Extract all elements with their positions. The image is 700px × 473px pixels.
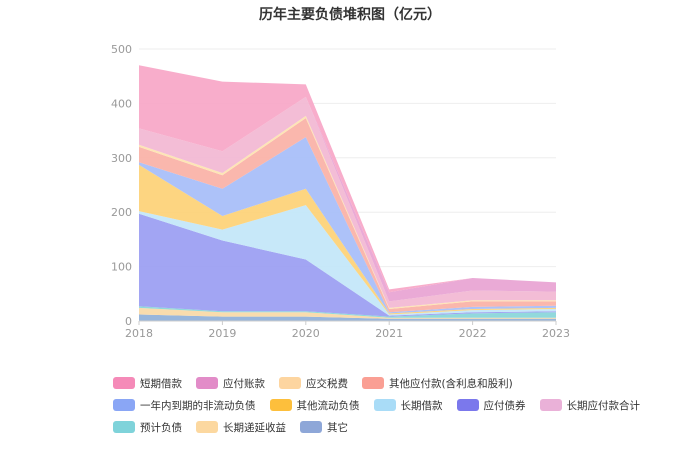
legend-label: 其它 (327, 421, 348, 434)
legend-label: 应付债券 (483, 399, 526, 412)
legend-swatch (113, 421, 135, 433)
x-tick-label: 2021 (375, 327, 403, 340)
legend-swatch (456, 399, 479, 411)
legend-label: 短期借款 (140, 377, 182, 390)
area-layer (139, 65, 556, 321)
legend-row: 一年内到期的非流动负债 其他流动负债 长期借款 应付债券 长期应付款合计 (113, 394, 673, 416)
legend-swatch (539, 399, 562, 411)
legend-label: 应付账款 (223, 377, 265, 390)
legend-item[interactable]: 预计负债 (113, 420, 182, 435)
area-series-8 (139, 115, 556, 310)
legend-item[interactable]: 应付账款 (196, 376, 265, 391)
axis-layer: 0 100 200 300 400 500 2018 2019 2020 2021 2022 2023 (111, 43, 570, 340)
legend-label: 长期借款 (400, 399, 443, 412)
y-tick-label: 0 (125, 315, 132, 328)
legend-item[interactable]: 一年内到期的非流动负债 (113, 398, 256, 413)
legend-label: 预计负债 (140, 421, 182, 434)
legend-item[interactable]: 其他流动负债 (269, 398, 360, 413)
area-series-1 (139, 307, 556, 319)
area-series-2 (139, 306, 556, 318)
y-tick-label: 300 (111, 152, 132, 165)
legend-swatch (300, 421, 322, 433)
legend-item[interactable]: 其它 (300, 420, 348, 435)
area-series-6 (139, 137, 556, 314)
area-series-7 (139, 118, 556, 313)
legend-item[interactable]: 应交税费 (279, 376, 348, 391)
x-tick-label: 2022 (459, 327, 487, 340)
legend-swatch (362, 377, 384, 389)
legend-item[interactable]: 长期应付款合计 (539, 398, 641, 413)
area-series-11 (139, 65, 556, 293)
legend-label: 一年内到期的非流动负债 (140, 399, 256, 412)
area-series-4 (139, 205, 556, 316)
x-tick-label: 2018 (125, 327, 153, 340)
legend-swatch (113, 377, 135, 389)
area-series-9 (139, 96, 556, 308)
legend: 短期借款 应付账款 应交税费 其他应付款(含利息和股利) 一年内到期的非流动负债 其他流动… (113, 372, 673, 438)
legend-swatch (279, 377, 301, 389)
legend-label: 应交税费 (306, 377, 348, 390)
legend-label: 长期递延收益 (223, 421, 286, 434)
legend-label: 其他流动负债 (296, 399, 360, 412)
legend-swatch (113, 399, 135, 411)
legend-row: 预计负债 长期递延收益 其它 (113, 416, 673, 438)
stacked-area-chart: 0 100 200 300 400 500 2018 2019 2020 2021 2022 2023 (111, 43, 570, 340)
x-tick-label: 2023 (542, 327, 570, 340)
x-tick-label: 2019 (208, 327, 236, 340)
legend-item[interactable]: 其他应付款(含利息和股利) (362, 376, 513, 391)
legend-swatch (373, 399, 396, 411)
legend-label: 长期应付款合计 (566, 399, 641, 412)
y-tick-label: 200 (111, 206, 132, 219)
legend-swatch (269, 399, 292, 411)
x-tick-label: 2020 (292, 327, 320, 340)
y-tick-label: 500 (111, 43, 132, 56)
y-tick-label: 100 (111, 261, 132, 274)
legend-item[interactable]: 长期递延收益 (196, 420, 286, 435)
legend-item[interactable]: 应付债券 (456, 398, 526, 413)
legend-row: 短期借款 应付账款 应交税费 其他应付款(含利息和股利) (113, 372, 673, 394)
legend-swatch (196, 421, 218, 433)
area-series-3 (139, 213, 556, 317)
area-series-10 (139, 96, 556, 302)
legend-item[interactable]: 长期借款 (373, 398, 443, 413)
legend-label: 其他应付款(含利息和股利) (389, 377, 513, 390)
legend-item[interactable]: 短期借款 (113, 376, 182, 391)
area-series-0 (139, 314, 556, 321)
chart-title: 历年主要负债堆积图（亿元） (259, 7, 441, 23)
y-tick-label: 400 (111, 97, 132, 110)
legend-swatch (196, 377, 218, 389)
